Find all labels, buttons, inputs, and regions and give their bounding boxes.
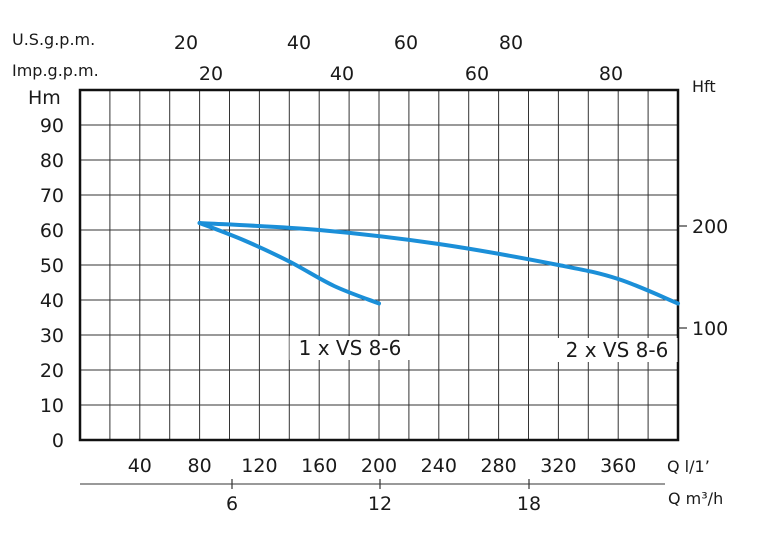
x-tick-label: 360 [600, 455, 636, 477]
usgpm-tick-label: 60 [394, 32, 418, 54]
usgpm-tick-label: 80 [499, 32, 523, 54]
m3h-tick-label: 6 [226, 493, 238, 515]
y-tick-label: 70 [40, 185, 64, 207]
plot-area-frame [78, 88, 680, 442]
axis-labels: 0 10 20 30 40 50 60 70 80 90 Hm 40 80 120 160 200 240 280… [12, 30, 728, 515]
y-tick-label: 10 [40, 395, 64, 417]
x-tick-label: 80 [188, 455, 212, 477]
series-label-background [556, 338, 678, 362]
hft-tick-label: 200 [692, 216, 728, 238]
x-tick-label: 120 [241, 455, 277, 477]
x-axis-unit-label: Q l/1’ [667, 457, 710, 476]
usgpm-tick-label: 40 [287, 32, 311, 54]
y-tick-label: 30 [40, 325, 64, 347]
x-tick-label: 160 [301, 455, 337, 477]
y-axis-unit-label: Hm [28, 87, 61, 109]
series-line [197, 221, 381, 306]
y-tick-label: 0 [52, 430, 64, 452]
impgpm-tick-label: 40 [330, 63, 354, 85]
impgpm-tick-label: 20 [199, 63, 223, 85]
y-tick-label: 80 [40, 150, 64, 172]
y-tick-label: 20 [40, 360, 64, 382]
y-tick-label: 40 [40, 290, 64, 312]
usgpm-tick-label: 20 [174, 32, 198, 54]
m3h-unit-label: Q m³/h [668, 489, 723, 508]
grid [80, 90, 678, 440]
x-tick-label: 240 [421, 455, 457, 477]
y-tick-label: 60 [40, 220, 64, 242]
hft-tick-label: 100 [692, 318, 728, 340]
usgpm-label: U.S.g.p.m. [12, 30, 95, 49]
series-line [197, 221, 680, 306]
m3h-tick-label: 18 [517, 493, 541, 515]
curves: 1 x VS 8-6 2 x VS 8-6 [197, 221, 680, 362]
series-label: 1 x VS 8-6 [299, 336, 402, 360]
m3h-tick-label: 12 [368, 493, 392, 515]
x-tick-label: 200 [361, 455, 397, 477]
y-tick-label: 90 [40, 115, 64, 137]
impgpm-tick-label: 60 [465, 63, 489, 85]
hft-label: Hft [692, 77, 716, 96]
x-tick-label: 280 [480, 455, 516, 477]
x-tick-label: 320 [540, 455, 576, 477]
impgpm-tick-label: 80 [599, 63, 623, 85]
series-label-background [289, 336, 411, 360]
x-tick-label: 40 [128, 455, 152, 477]
series-label: 2 x VS 8-6 [566, 338, 669, 362]
y-tick-label: 50 [40, 255, 64, 277]
impgpm-label: Imp.g.p.m. [12, 61, 99, 80]
